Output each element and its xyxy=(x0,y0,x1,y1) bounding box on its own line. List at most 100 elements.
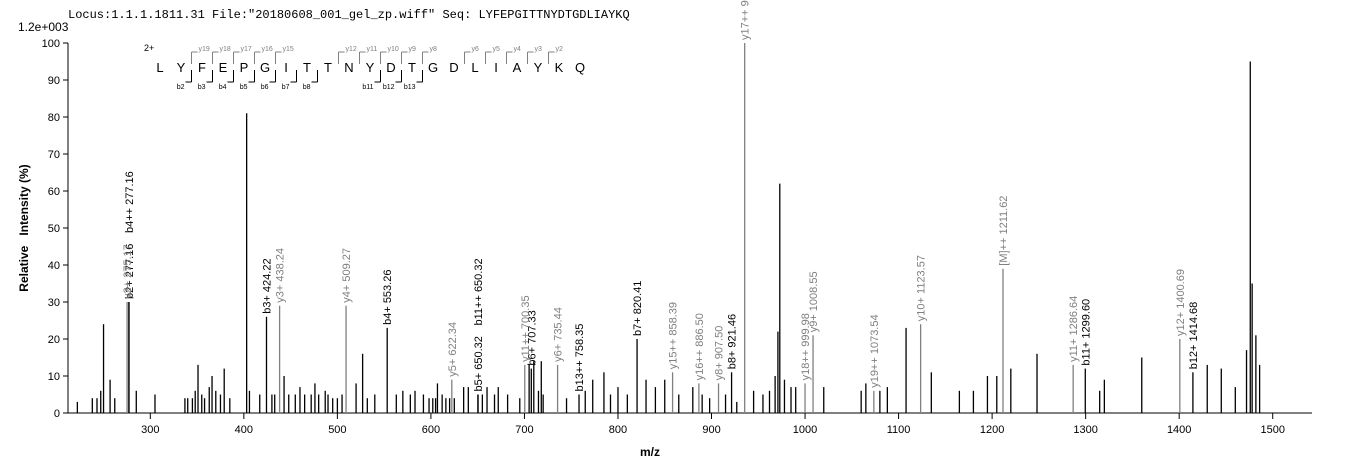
peak-annotation: b4+ 553.26 xyxy=(382,270,394,325)
b-ion-label: b12 xyxy=(383,84,395,91)
chart-title: Locus:1.1.1.1811.31 File:"20180608_001_g… xyxy=(68,8,630,22)
b-ion-label: b11 xyxy=(362,84,373,91)
y-ion-label: y6 xyxy=(472,46,480,53)
y-tick-label: 0 xyxy=(54,408,60,420)
x-tick-label: 600 xyxy=(422,424,440,436)
residue: P xyxy=(240,60,249,75)
peak-annotation: y2+ 275.17 xyxy=(122,244,134,299)
y-ion-label: y12 xyxy=(346,46,357,53)
b-ion-label: b5 xyxy=(240,84,248,91)
residue: Y xyxy=(366,60,375,75)
x-tick-label: 300 xyxy=(141,424,159,436)
y-tick-label: 40 xyxy=(48,260,60,272)
residue: L xyxy=(156,60,163,75)
residue: A xyxy=(513,60,522,75)
peak-annotation: y11++ 700.35 xyxy=(520,295,532,361)
x-tick-label: 1400 xyxy=(1167,424,1191,436)
residue: T xyxy=(303,60,311,75)
peak-annotation: y6+ 735.44 xyxy=(553,307,565,362)
peak-annotation: b2+ 277.16 xyxy=(124,244,136,299)
y-ion-label: y11 xyxy=(367,46,378,53)
y-tick-label: 100 xyxy=(42,38,60,50)
peak-annotation: y16++ 886.50 xyxy=(694,313,706,380)
y-tick-label: 10 xyxy=(48,371,60,383)
residue: G xyxy=(428,60,438,75)
peak-annotation: b5+ 650.32 xyxy=(473,336,485,391)
peak-annotation: y17++ 935.46 xyxy=(740,0,752,40)
y-tick-label: 70 xyxy=(48,149,60,161)
y-tick-label: 90 xyxy=(48,75,60,87)
x-tick-label: 800 xyxy=(609,424,627,436)
y-ion-label: y16 xyxy=(262,46,273,53)
x-tick-label: 1300 xyxy=(1073,424,1097,436)
x-tick-label: 700 xyxy=(515,424,533,436)
y-ion-label: y17 xyxy=(241,46,252,53)
peak-annotation: y19++ 1073.54 xyxy=(869,314,881,387)
y-ion-label: y3 xyxy=(535,46,543,53)
peak-annotation: b4++ 277.16 xyxy=(124,171,136,233)
b-ion-label: b7 xyxy=(282,84,290,91)
residue: L xyxy=(471,60,478,75)
peak-annotation: y9+ 1008.55 xyxy=(808,271,820,332)
y-ion-label: y8 xyxy=(430,46,438,53)
x-tick-label: 400 xyxy=(235,424,253,436)
residue: E xyxy=(219,60,228,75)
peak-annotation: b11++ 650.32 xyxy=(473,258,485,325)
y-tick-label: 80 xyxy=(48,112,60,124)
peak-annotation: [M]++ 1211.62 xyxy=(998,196,1010,266)
b-ion-label: b6 xyxy=(261,84,269,91)
residue: Q xyxy=(575,60,585,75)
peak-annotation: y12+ 1400.69 xyxy=(1175,269,1187,336)
residue: D xyxy=(449,60,458,75)
b-ion-label: b2 xyxy=(177,84,185,91)
residue: T xyxy=(324,60,332,75)
x-tick-label: 1500 xyxy=(1260,424,1284,436)
y-tick-label: 60 xyxy=(48,186,60,198)
y-tick-label: 50 xyxy=(48,223,60,235)
x-tick-label: 500 xyxy=(328,424,346,436)
peak-annotation: y8+ 907.50 xyxy=(714,326,726,381)
residue: F xyxy=(198,60,206,75)
y-tick-label: 30 xyxy=(48,297,60,309)
y-ion-label: y4 xyxy=(514,46,522,53)
scale-label: 1.2e+003 xyxy=(18,20,69,34)
peak-annotation: y10+ 1123.57 xyxy=(916,255,928,321)
y-tick-label: 20 xyxy=(48,334,60,346)
peak-annotation: b3+ 424.22 xyxy=(261,258,273,313)
x-tick-label: 1000 xyxy=(793,424,817,436)
residue: T xyxy=(408,60,416,75)
residue: N xyxy=(344,60,353,75)
peak-annotation: b12+ 1414.68 xyxy=(1188,302,1200,370)
peak-annotation: y3+ 438.24 xyxy=(275,248,287,303)
charge-label: 2+ xyxy=(144,43,154,53)
x-tick-label: 1200 xyxy=(980,424,1004,436)
y-ion-label: y18 xyxy=(220,46,231,53)
residue: K xyxy=(555,60,564,75)
residue: D xyxy=(386,60,395,75)
peak-annotation: y4+ 509.27 xyxy=(341,248,353,303)
y-ion-label: y5 xyxy=(493,46,501,53)
y-ion-label: y2 xyxy=(556,46,564,53)
peak-annotation: b13++ 758.35 xyxy=(574,324,586,392)
residue: I xyxy=(284,60,288,75)
x-axis-label: m/z xyxy=(640,445,660,459)
residue: Y xyxy=(177,60,186,75)
b-ion-label: b8 xyxy=(303,84,311,91)
residue: G xyxy=(260,60,270,75)
x-tick-label: 1100 xyxy=(887,424,911,436)
b-ion-label: b3 xyxy=(198,84,206,91)
peak-annotation: y5+ 622.34 xyxy=(447,322,459,377)
y-axis-label: Relative Intensity (%) xyxy=(17,164,31,291)
b-ion-label: b4 xyxy=(219,84,227,91)
y-ion-label: y19 xyxy=(199,46,210,53)
x-tick-label: 900 xyxy=(702,424,720,436)
peak-annotation: b11+ 1299.60 xyxy=(1080,299,1092,366)
peak-annotation: b7+ 820.41 xyxy=(632,281,644,336)
peak-annotation: b6+ 707.33 xyxy=(526,310,538,365)
y-ion-label: y15 xyxy=(283,46,294,53)
residue: Y xyxy=(534,60,543,75)
y-ion-label: y10 xyxy=(388,46,399,53)
y-ion-label: y9 xyxy=(409,46,417,53)
